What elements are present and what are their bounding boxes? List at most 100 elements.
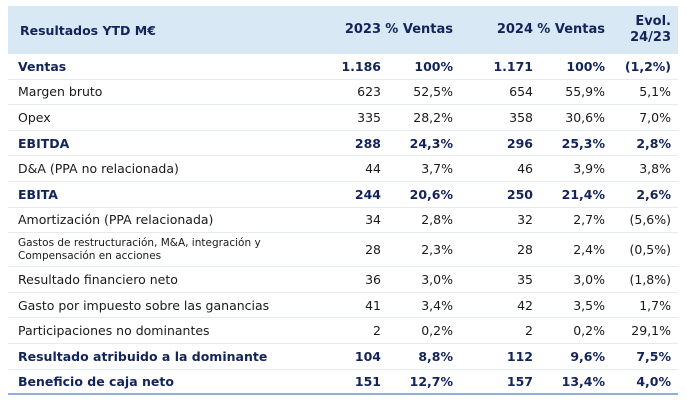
row-ebitda: EBITDA 288 24,3% 296 25,3% 2,8% [8,131,678,157]
row-gasto-impuesto: Gasto por impuesto sobre las ganancias 4… [8,293,678,319]
row-label: Ventas [18,58,67,74]
value-2024: 1.171 [493,58,533,74]
header-pct-2023: % Ventas [385,22,453,37]
row-label: EBITA [18,186,58,202]
evol: (5,6%) [629,212,671,228]
value-2024: 42 [517,297,533,313]
row-resultado-atribuido: Resultado atribuido a la dominante 104 8… [8,344,678,370]
pct-2024: 100% [566,58,605,74]
evol: 5,1% [639,84,671,100]
value-2024: 654 [509,84,533,100]
row-label: Gasto por impuesto sobre las ganancias [18,297,270,313]
pct-2024: 2,4% [573,242,605,258]
row-opex: Opex 335 28,2% 358 30,6% 7,0% [8,105,678,131]
row-ventas: Ventas 1.186 100% 1.171 100% (1,2%) [8,54,678,80]
evol: (1,8%) [629,271,671,287]
value-2023: 151 [354,373,381,389]
pct-2024: 3,9% [573,161,605,177]
evol: 2,6% [636,186,671,202]
header-label: Resultados YTD M€ [20,22,156,38]
row-label: Margen bruto [18,84,103,100]
pct-2023: 28,2% [413,109,453,125]
pct-2024: 25,3% [561,135,605,151]
pct-2023: 52,5% [413,84,453,100]
value-2024: 28 [517,242,533,258]
row-label: D&A (PPA no relacionada) [18,161,179,177]
value-2024: 32 [517,212,533,228]
value-2024: 46 [517,161,533,177]
value-2024: 112 [506,348,533,364]
row-gastos-restructuracion: Gastos de restructuración, M&A, integrac… [8,233,678,268]
row-label: Amortización (PPA relacionada) [18,212,214,228]
header-evol: Evol. 24/23 [630,14,671,45]
row-label-line-1: Gastos de restructuración, M&A, integrac… [18,236,261,249]
row-label: EBITDA [18,135,70,151]
pct-2024: 0,2% [573,323,605,339]
value-2023: 34 [365,212,381,228]
pct-2024: 55,9% [565,84,605,100]
pct-2023: 0,2% [421,323,453,339]
pct-2023: 8,8% [418,348,453,364]
evol: 3,8% [639,161,671,177]
value-2023: 335 [357,109,381,125]
row-da: D&A (PPA no relacionada) 44 3,7% 46 3,9%… [8,156,678,182]
evol: 29,1% [631,323,671,339]
pct-2023: 12,7% [409,373,453,389]
evol: 7,5% [636,348,671,364]
pct-2023: 2,8% [421,212,453,228]
pct-2023: 3,4% [421,297,453,313]
pct-2024: 3,5% [573,297,605,313]
row-label: Beneficio de caja neto [18,373,174,389]
table-header: Resultados YTD M€ 2023 % Ventas 2024 % V… [8,6,678,54]
value-2023: 44 [365,161,381,177]
value-2023: 36 [365,271,381,287]
evol: (1,2%) [624,58,671,74]
value-2023: 28 [365,242,381,258]
value-2023: 2 [373,323,381,339]
row-label: Opex [18,109,51,125]
pct-2023: 100% [414,58,453,74]
value-2024: 35 [517,271,533,287]
row-amortizacion: Amortización (PPA relacionada) 34 2,8% 3… [8,208,678,234]
row-label: Participaciones no dominantes [18,323,210,339]
row-margen-bruto: Margen bruto 623 52,5% 654 55,9% 5,1% [8,80,678,106]
value-2023: 244 [354,186,381,202]
row-label: Gastos de restructuración, M&A, integrac… [8,237,306,263]
pct-2024: 9,6% [570,348,605,364]
value-2024: 250 [506,186,533,202]
pct-2024: 2,7% [573,212,605,228]
value-2023: 288 [354,135,381,151]
row-participaciones: Participaciones no dominantes 2 0,2% 2 0… [8,318,678,344]
header-2024: 2024 [496,22,533,37]
header-2023: 2023 [344,22,381,37]
pct-2023: 3,0% [421,271,453,287]
evol: 1,7% [639,297,671,313]
evol: 7,0% [639,109,671,125]
results-table: Resultados YTD M€ 2023 % Ventas 2024 % V… [8,6,678,396]
row-ebita: EBITA 244 20,6% 250 21,4% 2,6% [8,182,678,208]
row-label: Resultado financiero neto [18,271,178,287]
pct-2024: 21,4% [561,186,605,202]
pct-2024: 13,4% [561,373,605,389]
row-beneficio-caja: Beneficio de caja neto 151 12,7% 157 13,… [8,370,678,396]
value-2023: 1.186 [341,58,381,74]
evol: (0,5%) [629,242,671,258]
value-2024: 296 [506,135,533,151]
pct-2024: 30,6% [565,109,605,125]
value-2023: 623 [357,84,381,100]
pct-2023: 24,3% [409,135,453,151]
pct-2023: 2,3% [421,242,453,258]
header-pct-2024: % Ventas [537,22,605,37]
value-2023: 104 [354,348,381,364]
value-2024: 2 [525,323,533,339]
row-label: Resultado atribuido a la dominante [18,348,268,364]
evol: 4,0% [636,373,671,389]
value-2024: 157 [506,373,533,389]
value-2024: 358 [509,109,533,125]
pct-2024: 3,0% [573,271,605,287]
row-resultado-financiero: Resultado financiero neto 36 3,0% 35 3,0… [8,267,678,293]
row-label-line-2: Compensación en acciones [18,249,162,262]
value-2023: 41 [365,297,381,313]
evol: 2,8% [636,135,671,151]
pct-2023: 3,7% [421,161,453,177]
